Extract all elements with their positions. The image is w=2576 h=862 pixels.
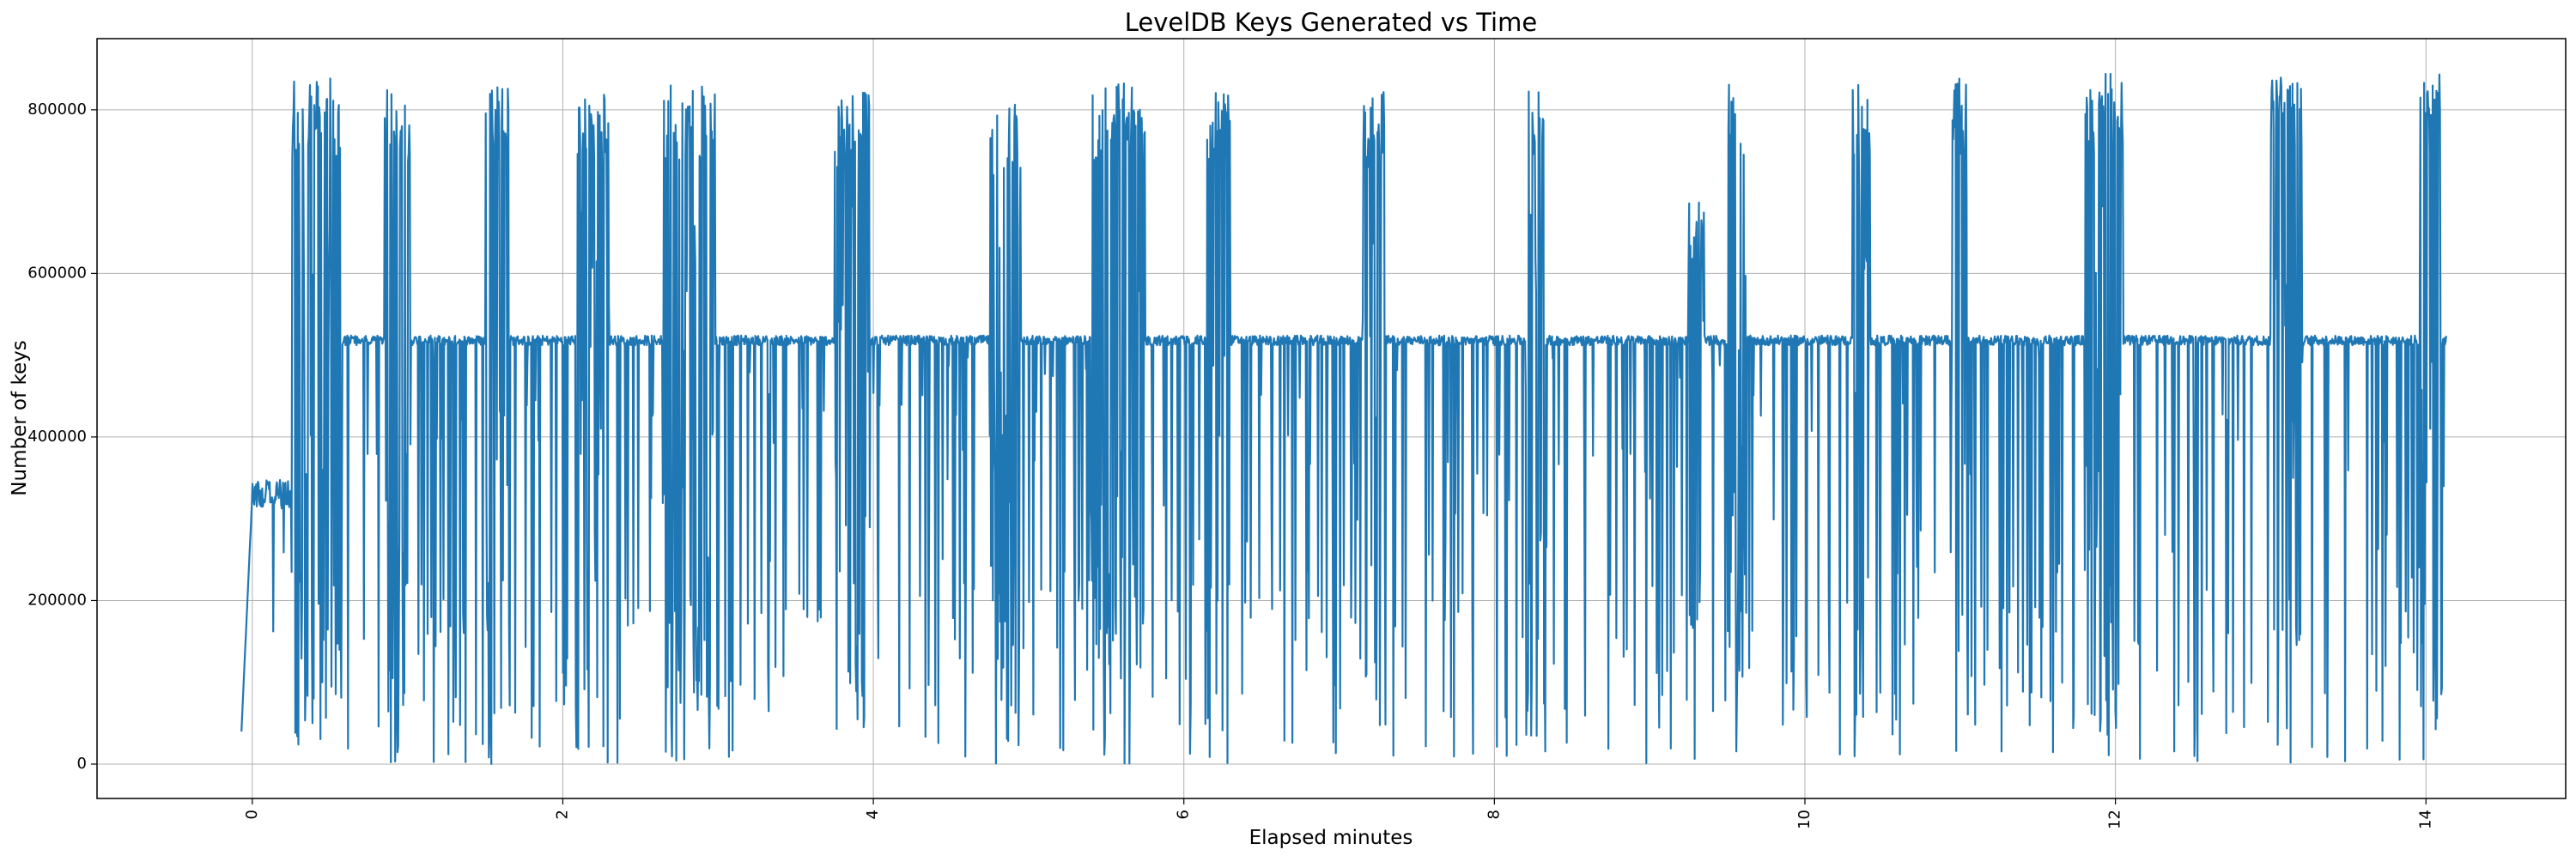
y-axis-label: Number of keys [9, 340, 31, 495]
series-layer [240, 72, 2447, 765]
x-tick-label: 10 [1795, 810, 1814, 829]
y-tick-label: 600000 [27, 264, 87, 282]
axis-ticks: 0 2 4 6 8 10 12 14 0 200000 400000 600000 800000 [27, 100, 2434, 829]
x-tick-label: 6 [1175, 810, 1193, 819]
x-axis-label: Elapsed minutes [1249, 827, 1413, 849]
x-tick-label: 12 [2106, 810, 2124, 829]
y-tick-label: 800000 [27, 100, 87, 118]
x-tick-label: 2 [553, 810, 571, 819]
chart-title: LevelDB Keys Generated vs Time [1125, 8, 1537, 37]
plot-frame [96, 38, 2567, 799]
y-tick-label: 0 [77, 755, 87, 773]
y-tick-label: 200000 [27, 591, 87, 609]
series-line-keys [240, 72, 2447, 765]
x-tick-label: 14 [2416, 810, 2434, 829]
x-tick-label: 8 [1485, 810, 1503, 819]
x-tick-label: 0 [243, 810, 261, 819]
y-tick-label: 400000 [27, 428, 87, 446]
x-tick-label: 4 [864, 810, 882, 819]
